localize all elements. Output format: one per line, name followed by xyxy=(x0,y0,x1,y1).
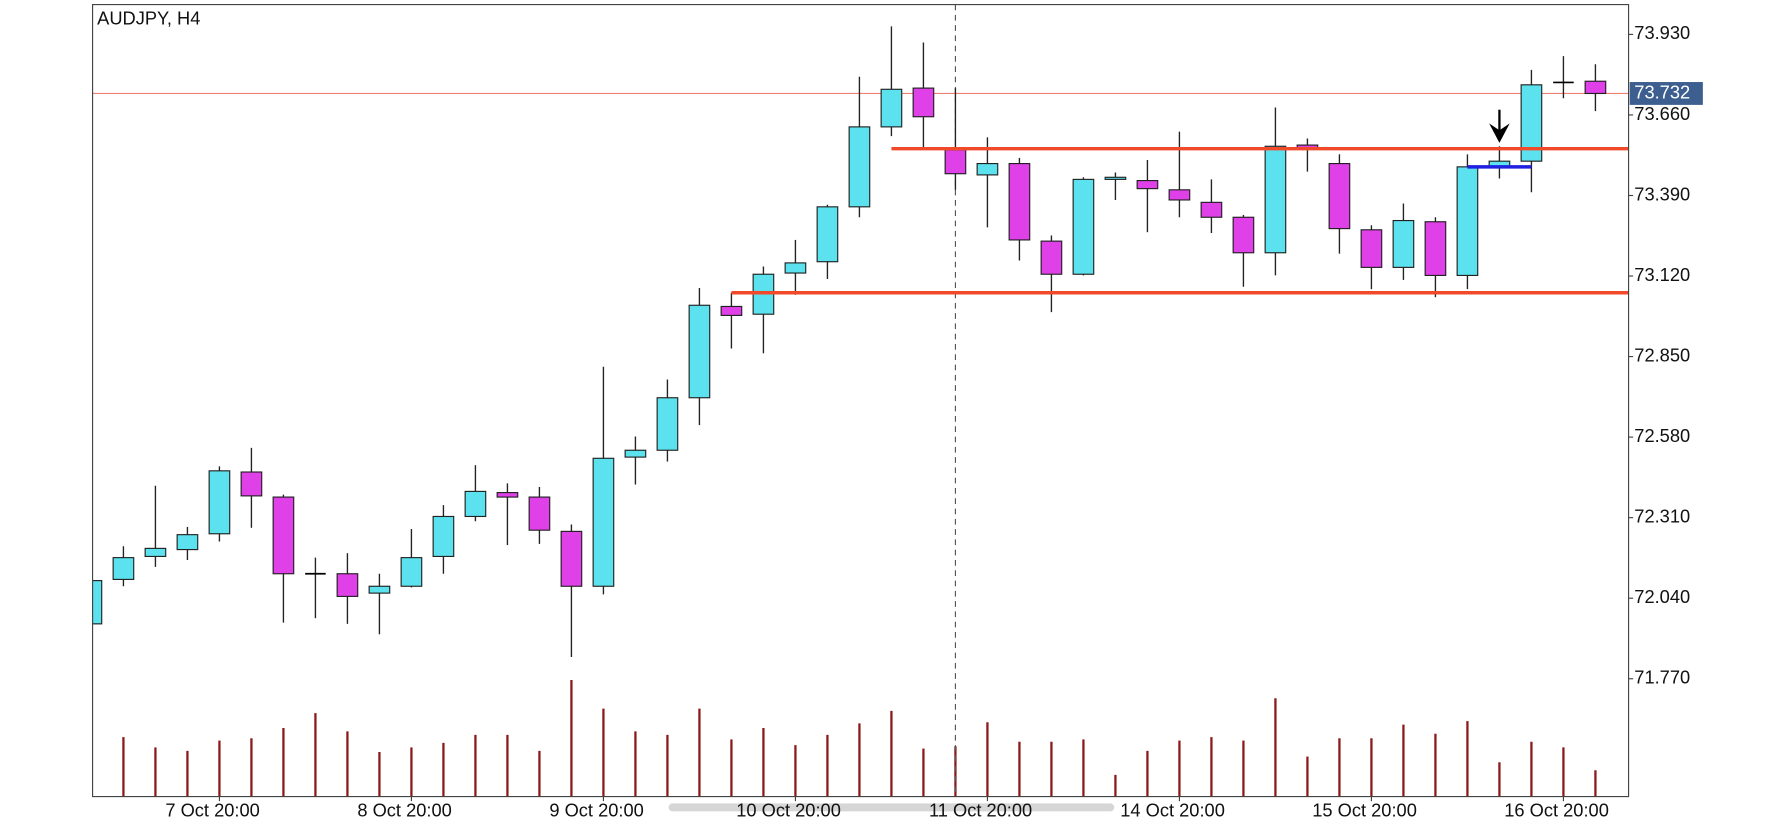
candle-body xyxy=(1424,221,1447,277)
candle-body xyxy=(400,557,423,587)
candle-body xyxy=(92,580,103,625)
candle-body xyxy=(144,547,167,558)
candle-body xyxy=(944,149,967,175)
x-tick-label: 8 Oct 20:00 xyxy=(357,799,451,820)
candle-body xyxy=(272,496,295,575)
x-tick-label: 9 Oct 20:00 xyxy=(549,799,643,820)
price-label-box xyxy=(1629,82,1703,105)
candle-body xyxy=(1104,176,1127,180)
plot-area xyxy=(92,4,1629,797)
y-tick-label: 72.580 xyxy=(1634,425,1690,446)
candle-body xyxy=(1200,201,1223,218)
candle-body xyxy=(880,88,903,128)
x-tick-label: 10 Oct 20:00 xyxy=(736,799,841,820)
candle-body xyxy=(816,206,839,263)
x-tick-label: 11 Oct 20:00 xyxy=(929,799,1032,820)
candle-body xyxy=(1328,162,1351,230)
candle-body xyxy=(1392,219,1415,268)
candle-body xyxy=(1264,145,1287,254)
candle-body xyxy=(720,305,743,316)
candle-body xyxy=(1360,229,1383,268)
candle-body xyxy=(432,515,455,558)
candle-body xyxy=(336,573,359,597)
x-tick-label: 15 Oct 20:00 xyxy=(1312,799,1417,820)
plot-border xyxy=(92,4,1630,798)
price-label: 73.732 xyxy=(1634,81,1690,102)
candle-body xyxy=(656,397,679,451)
candle-body xyxy=(1168,189,1191,201)
candle-body xyxy=(624,449,647,458)
candle-body xyxy=(1584,80,1607,95)
candle-body xyxy=(496,492,519,498)
y-tick-label: 73.120 xyxy=(1634,264,1690,285)
candle-body xyxy=(208,470,231,535)
arrow-head xyxy=(1489,123,1510,143)
candle-body xyxy=(1232,216,1255,254)
candle-body xyxy=(176,534,199,551)
y-tick-label: 73.660 xyxy=(1634,103,1690,124)
candle-body xyxy=(912,87,935,118)
candle-body xyxy=(112,557,135,580)
x-tick-label: 7 Oct 20:00 xyxy=(165,799,259,820)
candle-body xyxy=(1072,178,1095,275)
candle-body xyxy=(848,126,871,208)
candle-body xyxy=(1520,84,1543,162)
candle-body xyxy=(976,162,999,176)
scrollbar[interactable] xyxy=(668,803,1115,812)
x-tick-label: 14 Oct 20:00 xyxy=(1120,799,1225,820)
candle-body xyxy=(592,457,615,587)
candle-body xyxy=(240,471,263,497)
candle-body xyxy=(368,585,391,594)
x-tick-label: 16 Oct 20:00 xyxy=(1504,799,1609,820)
y-tick-label: 72.850 xyxy=(1634,344,1690,365)
y-tick-label: 73.930 xyxy=(1634,22,1690,43)
candle-body xyxy=(784,262,807,274)
y-tick-label: 73.390 xyxy=(1634,183,1690,204)
candle-body xyxy=(1040,240,1063,275)
candle-body xyxy=(1456,166,1479,277)
candle-body xyxy=(528,496,551,531)
y-tick-label: 71.770 xyxy=(1634,667,1690,688)
candle-body xyxy=(560,530,583,587)
y-tick-label: 72.310 xyxy=(1634,505,1690,526)
y-tick-label: 72.040 xyxy=(1634,586,1690,607)
candle-body xyxy=(1136,179,1159,190)
chart-title: AUDJPY, H4 xyxy=(97,7,200,28)
candle-body xyxy=(464,490,487,518)
candle-body xyxy=(1008,162,1031,241)
candle-body xyxy=(688,304,711,399)
